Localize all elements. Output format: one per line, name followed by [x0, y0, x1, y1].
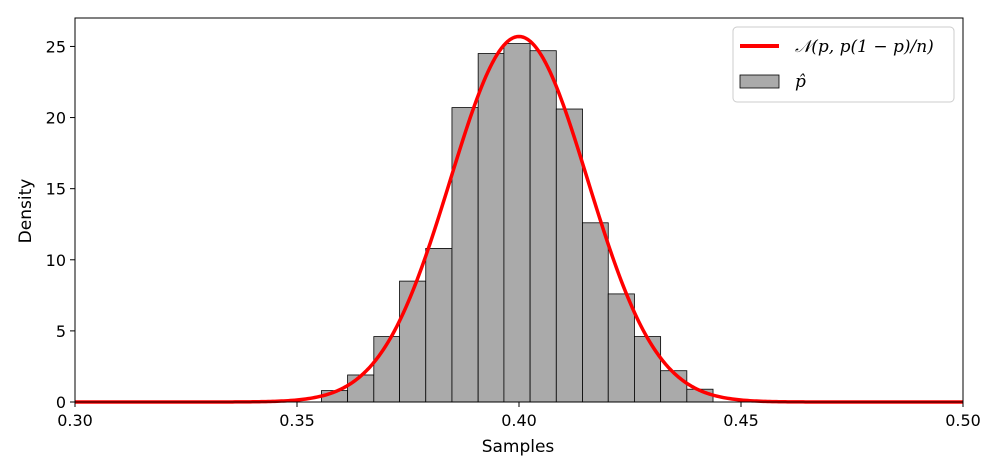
histogram-bar: [607, 293, 635, 403]
x-tick-label: 0.30: [57, 411, 93, 430]
y-tick-label: 10: [46, 251, 66, 270]
x-tick-label: 0.35: [279, 411, 315, 430]
histogram-bar: [477, 53, 505, 403]
x-tick-label: 0.50: [945, 411, 981, 430]
histogram-bar: [425, 247, 453, 403]
plot-area: [75, 34, 963, 404]
histogram-bar: [582, 222, 609, 403]
y-tick-label: 25: [46, 37, 66, 56]
legend: 𝒩(p, p(1 − p)/n) p̂: [732, 26, 955, 103]
y-axis-label: Density: [16, 179, 36, 244]
x-tick-label: 0.45: [723, 411, 759, 430]
legend-histogram-label: p̂: [795, 72, 806, 92]
axes: 0.30 0.35 0.40 0.45 0.50 0 5 10 15 20 25: [46, 17, 981, 430]
histogram-bar: [660, 370, 688, 403]
histogram-bar: [555, 108, 583, 403]
y-tick-label: 20: [46, 109, 66, 128]
histogram-bar: [529, 50, 557, 403]
histogram-bar: [347, 374, 375, 403]
histogram-bar: [503, 43, 531, 403]
legend-histogram-swatch: [739, 74, 780, 89]
x-tick-label: 0.40: [501, 411, 537, 430]
histogram-bar: [451, 107, 479, 403]
y-tick-label: 0: [56, 393, 66, 412]
y-tick-label: 5: [56, 322, 66, 341]
histogram-bar: [399, 280, 427, 403]
legend-curve-label: 𝒩(p, p(1 − p)/n): [795, 37, 934, 57]
legend-frame: [732, 26, 955, 103]
histogram-bar: [634, 336, 662, 403]
y-tick-label: 15: [46, 180, 66, 199]
x-axis-label: Samples: [482, 437, 555, 457]
